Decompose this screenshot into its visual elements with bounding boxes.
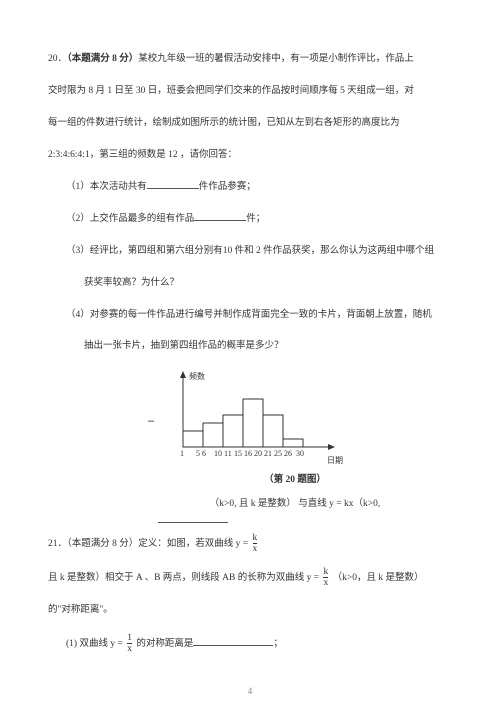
chart-wrap: – 频数日期15 610 1115 1620 2125 2630: [48, 369, 452, 469]
svg-text:15 16: 15 16: [234, 449, 252, 458]
blank-1: [147, 179, 199, 189]
bar-chart: 频数日期15 610 1115 1620 2125 2630: [155, 369, 345, 469]
svg-text:日期: 日期: [327, 456, 343, 465]
q20-line1: 20．（本题满分 8 分）某校九年级一班的暑假活动安排中，有一项是小制作评比，作…: [48, 50, 452, 70]
q20-sub4b: 抽出一张卡片，抽到第四组作品的概率是多少？: [48, 337, 452, 357]
q20-bold: （本题满分 8 分）: [67, 54, 138, 64]
q20-sub3b: 获奖率较高？为什么？: [48, 274, 452, 294]
svg-text:5 6: 5 6: [196, 449, 206, 458]
svg-text:1: 1: [180, 449, 184, 458]
q21-line1: 21．（本题满分 8 分）定义：如图，若双曲线 y = kx: [48, 533, 452, 555]
fraction-k-over-x: kx: [253, 533, 258, 555]
q20-line4: 2:3:4:6:4:1，第三组的频数是 12 ，请你回答：: [48, 146, 452, 166]
q20-sub3: （3）经评比，第四组和第六组分别有10 件和 2 件作品获奖，那么你认为这两组中…: [48, 242, 452, 262]
q21-line2: 且 k 是整数）相交于 A 、B 两点，则线段 AB 的长称为双曲线 y = k…: [48, 567, 452, 589]
q20-sub1: （1）本次活动共有件作品参赛；: [48, 178, 452, 198]
blank-2: [194, 211, 246, 221]
q21-line3: 的"对称距离"。: [48, 601, 452, 621]
q20-line2: 交时限为 8 月 1 日至 30 日，班委会把同学们交来的作品按时间顺序每 5 …: [48, 82, 452, 102]
q21-number: 21．: [48, 539, 67, 549]
q20-number: 20．: [48, 54, 67, 64]
svg-text:频数: 频数: [189, 371, 205, 381]
minus-symbol: –: [148, 411, 154, 430]
page-number: 4: [0, 684, 500, 698]
q20-sub4: （4）对参赛的每一件作品进行编号并制作成背面完全一致的卡片，背面朝上放置，随机: [48, 306, 452, 326]
q21-sub1: (1) 双曲线 y = 1x 的对称距离是；: [48, 633, 452, 655]
svg-text:20 21: 20 21: [254, 449, 272, 458]
chart-caption: （第 20 题图）: [138, 473, 452, 488]
blank-3: [193, 636, 273, 646]
svg-text:25 26: 25 26: [274, 449, 292, 458]
svg-text:30: 30: [296, 449, 304, 458]
underline-after: [158, 522, 228, 523]
q20-sub2: （2）上交作品最多的组有作品件；: [48, 210, 452, 230]
eq-after-chart: （k>0, 且 k 是整数） 与直线 y = kx（k>0,: [138, 497, 452, 512]
svg-text:10 11: 10 11: [214, 449, 232, 458]
fraction-k-over-x-2: kx: [323, 567, 328, 589]
q20-line3: 每一组的件数进行统计，绘制成如图所示的统计图，已知从左到右各矩形的高度比为: [48, 114, 452, 134]
fraction-1-over-x: 1x: [127, 633, 132, 655]
